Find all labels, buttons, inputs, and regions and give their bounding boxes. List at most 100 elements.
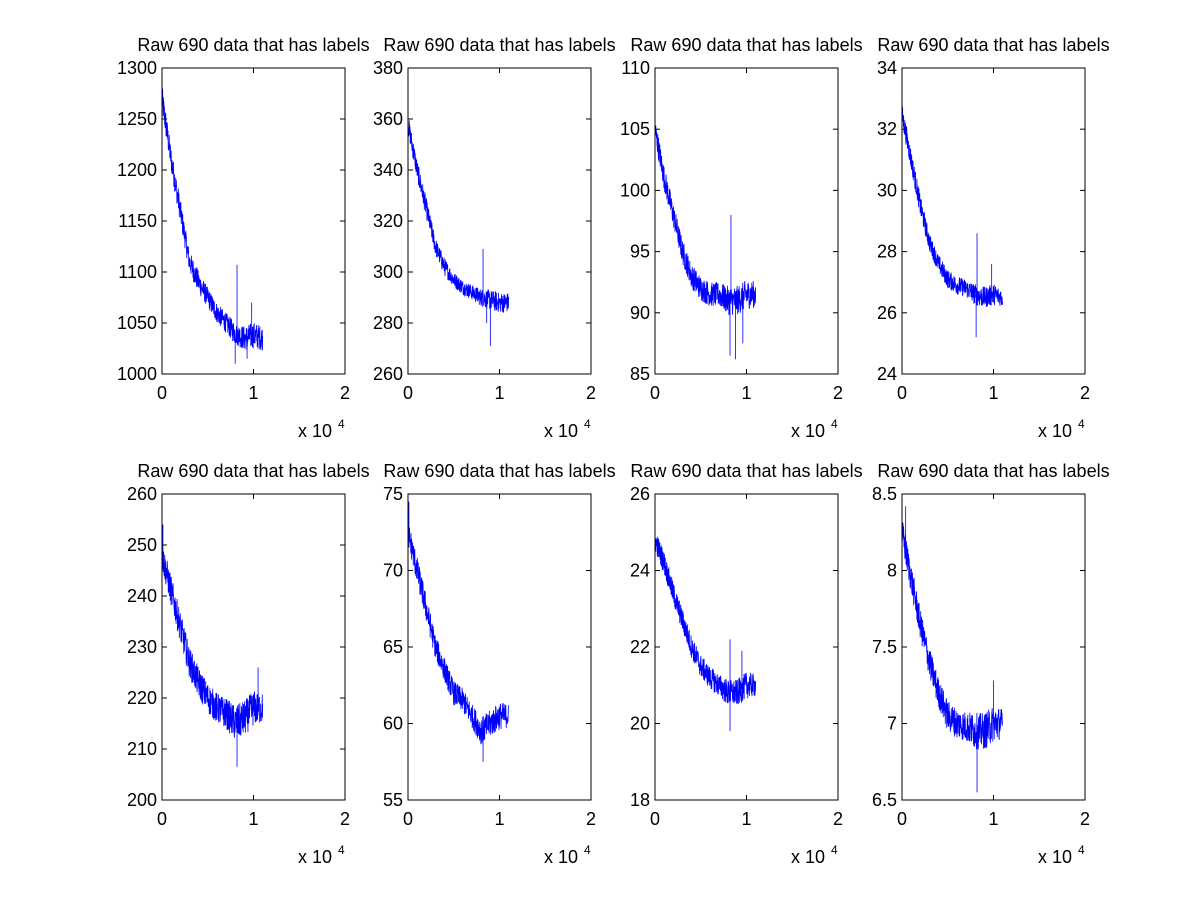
y-tick-label: 32 (877, 119, 897, 139)
x-axis-multiplier: x 10 (791, 421, 825, 441)
series-line-1 (654, 536, 757, 732)
y-tick-label: 1300 (117, 58, 157, 78)
axes-frame (654, 67, 839, 375)
y-tick-label: 260 (373, 364, 403, 384)
series-line-1 (901, 105, 1004, 338)
y-tick-label: 220 (127, 688, 157, 708)
x-tick-label: 1 (494, 383, 504, 403)
x-tick-label: 0 (897, 383, 907, 403)
x-tick-label: 2 (1080, 809, 1090, 829)
x-tick-label: 1 (741, 383, 751, 403)
subplot-title: Raw 690 data that has labels (877, 35, 1109, 55)
subplot-title: Raw 690 data that has labels (877, 461, 1109, 481)
subplot-3: 0 1 2 85 90 95 100 105 110 x 10 4 Raw 690 data that… (620, 35, 863, 441)
y-tick-label: 24 (877, 364, 897, 384)
y-tick-label: 95 (630, 242, 650, 262)
y-tick-label: 320 (373, 211, 403, 231)
x-tick-label: 1 (988, 383, 998, 403)
x-axis-multiplier: x 10 (544, 421, 578, 441)
x-tick-label: 2 (340, 809, 350, 829)
y-tick-label: 105 (620, 119, 650, 139)
series-line-1 (407, 120, 510, 346)
y-tick-label: 70 (383, 561, 403, 581)
y-tick-label: 240 (127, 586, 157, 606)
y-tick-label: 340 (373, 160, 403, 180)
series-line-1 (654, 125, 757, 360)
y-tick-label: 8 (887, 561, 897, 581)
x-tick-label: 2 (833, 809, 843, 829)
subplot-title: Raw 690 data that has labels (383, 461, 615, 481)
x-tick-label: 1 (741, 809, 751, 829)
subplot-5: 0 1 2 200 210 220 230 240 250 260 x 10 4 Raw 690 dat… (127, 461, 370, 867)
x-axis-multiplier: x 10 (1038, 421, 1072, 441)
y-tick-label: 210 (127, 739, 157, 759)
y-tick-label: 200 (127, 790, 157, 810)
y-tick-label: 65 (383, 637, 403, 657)
x-tick-label: 0 (897, 809, 907, 829)
x-tick-label: 2 (833, 383, 843, 403)
y-tick-label: 60 (383, 714, 403, 734)
y-tick-label: 85 (630, 364, 650, 384)
y-tick-label: 1000 (117, 364, 157, 384)
y-tick-label: 100 (620, 180, 650, 200)
x-tick-label: 2 (586, 383, 596, 403)
subplot-6: 0 1 2 55 60 65 70 75 x 10 4 Raw 690 data that has … (383, 461, 616, 867)
x-axis-multiplier-exponent: 4 (1078, 843, 1085, 857)
x-axis-multiplier-exponent: 4 (1078, 417, 1085, 431)
x-tick-label: 0 (157, 383, 167, 403)
y-tick-label: 7 (887, 714, 897, 734)
x-axis-multiplier: x 10 (298, 847, 332, 867)
y-tick-label: 360 (373, 109, 403, 129)
series-line-1 (407, 501, 510, 762)
y-tick-label: 24 (630, 561, 650, 581)
y-tick-label: 18 (630, 790, 650, 810)
x-axis-multiplier-exponent: 4 (338, 417, 345, 431)
x-tick-label: 1 (494, 809, 504, 829)
subplot-title: Raw 690 data that has labels (383, 35, 615, 55)
x-axis-multiplier-exponent: 4 (338, 843, 345, 857)
x-tick-label: 0 (403, 383, 413, 403)
x-tick-label: 2 (586, 809, 596, 829)
subplot-8: 0 1 2 6.5 7 7.5 8 8.5 x 10 4 Raw 690 data that has… (872, 461, 1110, 867)
x-tick-label: 1 (248, 809, 258, 829)
series-line-1 (161, 524, 264, 767)
y-tick-label: 26 (630, 484, 650, 504)
axes-frame (161, 493, 346, 801)
x-tick-label: 0 (157, 809, 167, 829)
y-tick-label: 1250 (117, 109, 157, 129)
y-tick-label: 1100 (118, 262, 157, 282)
y-tick-label: 6.5 (872, 790, 897, 810)
subplot-4: 0 1 2 24 26 28 30 32 34 x 10 4 Raw 690 data that ha… (877, 35, 1110, 441)
subplot-2: 0 1 2 260 280 300 320 340 360 380 x 10 4 Raw 690 dat… (373, 35, 616, 441)
x-axis-multiplier: x 10 (298, 421, 332, 441)
y-tick-label: 300 (373, 262, 403, 282)
axes-frame (901, 493, 1086, 801)
subplot-title: Raw 690 data that has labels (137, 35, 369, 55)
subplot-title: Raw 690 data that has labels (630, 461, 862, 481)
y-tick-label: 250 (127, 535, 157, 555)
x-axis-multiplier-exponent: 4 (584, 843, 591, 857)
x-tick-label: 1 (248, 383, 258, 403)
x-tick-label: 2 (1080, 383, 1090, 403)
y-tick-label: 75 (383, 484, 403, 504)
x-tick-label: 0 (650, 383, 660, 403)
x-axis-multiplier: x 10 (544, 847, 578, 867)
y-tick-label: 8.5 (872, 484, 897, 504)
y-tick-label: 55 (383, 790, 403, 810)
y-tick-label: 30 (877, 180, 897, 200)
y-tick-label: 1150 (118, 211, 157, 231)
y-tick-label: 230 (127, 637, 157, 657)
axes-frame (407, 67, 592, 375)
axes-frame (654, 493, 839, 801)
y-tick-label: 34 (877, 58, 897, 78)
x-tick-label: 0 (650, 809, 660, 829)
subplot-title: Raw 690 data that has labels (630, 35, 862, 55)
subplot-1: 0 1 2 1000 1050 1100 1150 1200 1250 1300 x 10 4 Raw … (117, 35, 370, 441)
x-axis-multiplier-exponent: 4 (584, 417, 591, 431)
series-line-1 (161, 88, 264, 364)
y-tick-label: 1200 (117, 160, 157, 180)
x-axis-multiplier: x 10 (1038, 847, 1072, 867)
x-axis-multiplier-exponent: 4 (831, 417, 838, 431)
